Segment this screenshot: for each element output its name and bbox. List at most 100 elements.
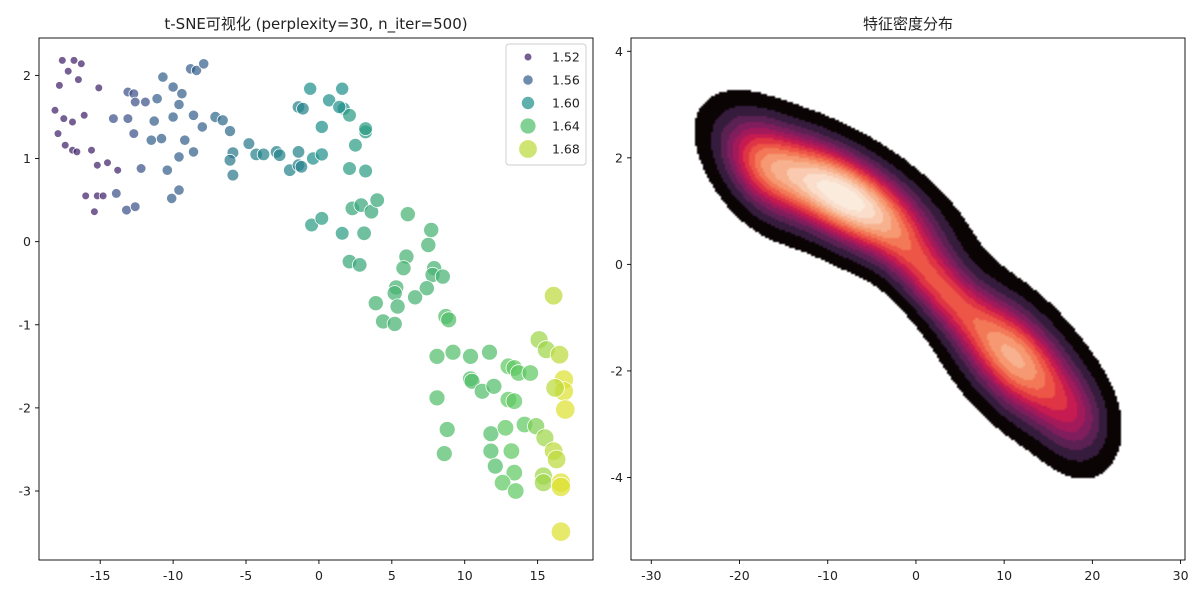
scatter-point [507,482,525,500]
scatter-point [395,260,412,277]
density-y-tick-label: 2 [615,150,623,165]
scatter-point [335,81,350,96]
scatter-point [113,165,122,175]
scatter-point [342,108,357,123]
scatter-point [358,121,373,136]
scatter-point [304,217,319,233]
density-x-tick-label: 30 [1173,568,1189,583]
density-y-tick-label: -4 [611,470,624,485]
scatter-point [176,88,188,100]
scatter-point [521,364,540,382]
scatter-point [428,389,446,407]
tsne-x-tick-label: -15 [90,568,110,583]
scatter-point [423,221,440,238]
tsne-x-tick-label: -5 [240,568,252,583]
scatter-point [167,111,179,123]
scatter-point [314,119,329,134]
scatter-point [94,83,104,93]
density-plot-border [630,37,1186,561]
scatter-point [543,286,564,306]
scatter-point [386,285,403,302]
scatter-point [485,377,503,395]
scatter-point [358,163,373,179]
legend-marker [522,74,534,86]
tsne-x-tick-label: 10 [457,568,473,583]
scatter-point [399,206,416,223]
scatter-point [549,345,570,365]
legend-label: 1.56 [552,73,580,88]
scatter-point [535,428,555,448]
tsne-y-axis: -3 -2 -1 0 1 2 [19,68,39,499]
scatter-point [332,100,347,115]
scatter-point [418,280,435,297]
scatter-point [166,192,178,204]
tsne-y-tick-label: 0 [23,234,31,249]
density-x-tick-label: -10 [818,568,838,583]
scatter-point [550,476,572,497]
legend-label: 1.68 [552,142,580,157]
scatter-point [369,192,385,208]
scatter-point [482,442,500,460]
scatter-point [352,257,368,273]
scatter-point [128,128,140,139]
scatter-point [216,114,229,127]
density-x-tick-label: -20 [729,568,749,583]
scatter-point [334,226,350,241]
scatter-point [55,81,64,90]
scatter-point [407,289,424,306]
density-x-tick-label: -30 [641,568,661,583]
scatter-point [53,129,63,138]
scatter-point [129,201,141,213]
scatter-point [173,98,185,111]
tsne-scatter-panel: t-SNE可视化 (perplexity=30, n_iter=500) -15… [19,15,594,583]
density-heatmap [631,38,1185,560]
tsne-y-tick-label: 1 [23,151,31,166]
scatter-point [196,121,208,133]
scatter-point [435,445,453,463]
scatter-point [69,56,79,65]
tsne-x-tick-label: 5 [388,568,396,583]
tsne-x-axis: -15 -10 -5 0 5 10 15 [90,560,546,583]
scatter-point [151,93,163,105]
scatter-point [546,449,567,470]
scatter-point [57,56,67,65]
legend-label: 1.60 [552,96,580,111]
scatter-point [155,133,168,145]
tsne-y-tick-label: -1 [19,317,31,332]
scatter-point [223,153,237,167]
scatter-point [550,521,572,542]
density-y-axis: -4 -2 0 2 4 [611,44,631,485]
density-x-tick-label: 0 [912,568,920,583]
scatter-point [440,311,458,329]
density-title: 特征密度分布 [863,15,953,33]
scatter-point [428,347,446,365]
legend-marker [523,52,533,62]
scatter-point [314,147,329,162]
scatter-point [68,117,77,127]
scatter-point [187,109,200,121]
scatter-point [386,315,403,332]
scatter-point [342,161,357,176]
scatter-point [481,343,498,361]
scatter-point [179,134,191,146]
scatter-point [256,147,271,162]
scatter-point [190,64,203,77]
tsne-x-tick-label: 15 [530,568,546,583]
density-x-axis: -30 -20 -10 0 10 20 30 [641,560,1189,583]
scatter-point [72,147,82,157]
scatter-point [434,268,451,285]
scatter-point [272,148,287,162]
scatter-point [59,114,69,123]
scatter-point [226,168,240,182]
density-x-tick-label: 20 [1084,568,1100,583]
scatter-point [463,372,481,390]
scatter-point [303,81,318,96]
scatter-point [187,146,200,158]
density-y-tick-label: 4 [615,44,623,59]
scatter-point [482,425,500,443]
density-x-tick-label: 10 [996,568,1012,583]
scatter-point [148,115,160,127]
scatter-point [545,378,565,398]
scatter-point [534,473,553,493]
scatter-point [502,442,521,460]
